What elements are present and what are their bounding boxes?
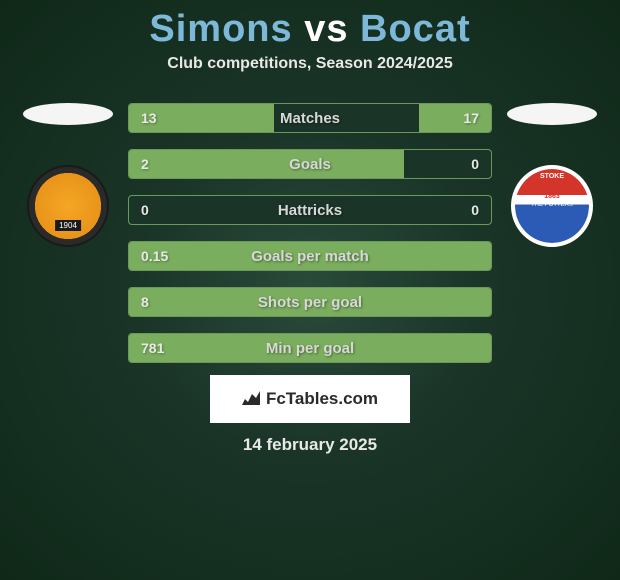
stat-value-right: 17 bbox=[463, 110, 479, 126]
stat-row: 781 Min per goal bbox=[128, 333, 492, 363]
badge-text-bottom: THE POTTERS bbox=[531, 202, 573, 208]
left-side bbox=[8, 103, 128, 363]
date-text: 14 february 2025 bbox=[0, 435, 620, 455]
player2-name: Bocat bbox=[360, 8, 471, 50]
comparison-title: Simons vs Bocat bbox=[0, 0, 620, 51]
badge-text-year: 1863 bbox=[544, 193, 560, 200]
stat-value-left: 2 bbox=[141, 156, 149, 172]
stat-label: Shots per goal bbox=[258, 294, 362, 311]
stat-label: Min per goal bbox=[266, 340, 354, 357]
left-club-badge bbox=[27, 165, 109, 247]
badge-text-mid: CITY bbox=[544, 185, 560, 192]
stat-row: 0.15 Goals per match bbox=[128, 241, 492, 271]
stat-label: Hattricks bbox=[278, 202, 342, 219]
right-badge-inner: STOKE CITY 1863 THE POTTERS bbox=[515, 169, 589, 243]
left-flag bbox=[23, 103, 113, 125]
stat-value-right: 0 bbox=[471, 156, 479, 172]
chart-icon bbox=[242, 389, 260, 410]
vs-text: vs bbox=[304, 8, 348, 50]
stats-panel: 13 17 Matches 2 0 Goals 0 0 Hattricks 0.15 Goals p… bbox=[128, 103, 492, 363]
badge-text-top: STOKE bbox=[540, 173, 564, 180]
bar-left bbox=[129, 150, 404, 178]
stat-row: 13 17 Matches bbox=[128, 103, 492, 133]
stat-row: 8 Shots per goal bbox=[128, 287, 492, 317]
stat-value-left: 781 bbox=[141, 340, 164, 356]
footer-brand-text: FcTables.com bbox=[266, 389, 378, 409]
stat-row: 0 0 Hattricks bbox=[128, 195, 492, 225]
stat-label: Matches bbox=[280, 110, 340, 127]
stat-value-right: 0 bbox=[471, 202, 479, 218]
stat-value-left: 0.15 bbox=[141, 248, 168, 264]
stat-row: 2 0 Goals bbox=[128, 149, 492, 179]
subtitle: Club competitions, Season 2024/2025 bbox=[0, 55, 620, 73]
right-flag bbox=[507, 103, 597, 125]
stat-value-left: 8 bbox=[141, 294, 149, 310]
stat-label: Goals per match bbox=[251, 248, 369, 265]
stat-label: Goals bbox=[289, 156, 331, 173]
player1-name: Simons bbox=[149, 8, 292, 50]
content-area: 13 17 Matches 2 0 Goals 0 0 Hattricks 0.15 Goals p… bbox=[0, 103, 620, 363]
footer-brand: FcTables.com bbox=[210, 375, 410, 423]
stat-value-left: 0 bbox=[141, 202, 149, 218]
stat-value-left: 13 bbox=[141, 110, 157, 126]
bar-right bbox=[419, 104, 491, 132]
right-side: STOKE CITY 1863 THE POTTERS bbox=[492, 103, 612, 363]
right-club-badge: STOKE CITY 1863 THE POTTERS bbox=[511, 165, 593, 247]
